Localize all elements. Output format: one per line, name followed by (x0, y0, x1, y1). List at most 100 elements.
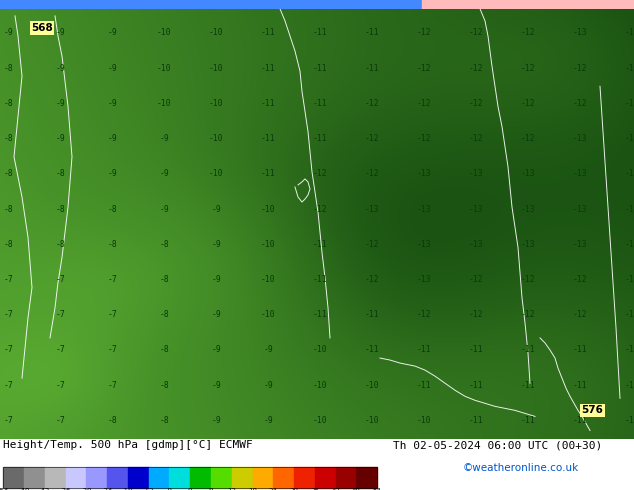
Text: -10: -10 (313, 381, 327, 390)
Text: -8: -8 (55, 170, 65, 178)
Text: -11: -11 (313, 134, 327, 143)
Text: -13: -13 (624, 64, 634, 73)
Text: -11: -11 (261, 28, 275, 37)
Text: -9: -9 (55, 64, 65, 73)
Text: -13: -13 (573, 170, 587, 178)
Text: -13: -13 (469, 170, 483, 178)
Text: -13: -13 (624, 205, 634, 214)
Text: 48: 48 (352, 489, 361, 490)
Text: -9: -9 (211, 275, 221, 284)
Text: -13: -13 (521, 170, 535, 178)
Text: -8: -8 (159, 275, 169, 284)
Text: -7: -7 (3, 310, 13, 319)
Text: -9: -9 (159, 205, 169, 214)
Text: -11: -11 (521, 381, 535, 390)
Text: -9: -9 (55, 28, 65, 37)
Bar (335, 467, 356, 488)
Bar (45, 467, 65, 488)
Text: -9: -9 (3, 28, 13, 37)
Text: -11: -11 (313, 275, 327, 284)
Text: -13: -13 (365, 205, 379, 214)
Text: -48: -48 (18, 489, 30, 490)
Bar (3, 467, 377, 488)
Text: -8: -8 (107, 205, 117, 214)
Text: -8: -8 (166, 489, 173, 490)
Text: 54: 54 (373, 489, 382, 490)
Bar (273, 467, 294, 488)
Bar (86, 467, 107, 488)
Text: -11: -11 (469, 381, 483, 390)
Text: -13: -13 (573, 134, 587, 143)
Text: -8: -8 (3, 170, 13, 178)
Text: -9: -9 (211, 205, 221, 214)
Bar (252, 467, 273, 488)
Text: -11: -11 (261, 99, 275, 108)
Text: -7: -7 (3, 381, 13, 390)
Text: -10: -10 (261, 205, 275, 214)
Text: -12: -12 (521, 310, 535, 319)
Text: -7: -7 (107, 345, 117, 354)
Text: -12: -12 (365, 134, 379, 143)
Text: -11: -11 (417, 345, 431, 354)
Text: -8: -8 (3, 134, 13, 143)
Text: -8: -8 (107, 416, 117, 425)
Text: -11: -11 (313, 240, 327, 249)
Bar (148, 467, 169, 488)
Text: -7: -7 (3, 275, 13, 284)
Text: -12: -12 (624, 381, 634, 390)
Text: -9: -9 (211, 240, 221, 249)
Text: -13: -13 (469, 205, 483, 214)
Text: -13: -13 (521, 205, 535, 214)
Text: -10: -10 (157, 64, 171, 73)
Bar (0, 0, 422, 9)
Text: -7: -7 (55, 310, 65, 319)
Bar (211, 467, 232, 488)
Text: -10: -10 (209, 64, 223, 73)
Text: -9: -9 (211, 381, 221, 390)
Text: -18: -18 (122, 489, 134, 490)
Text: -9: -9 (159, 134, 169, 143)
Text: 18: 18 (248, 489, 257, 490)
Bar (422, 0, 634, 9)
Text: 24: 24 (269, 489, 278, 490)
Text: -11: -11 (313, 64, 327, 73)
Text: -12: -12 (417, 310, 431, 319)
Text: -13: -13 (573, 28, 587, 37)
Text: -30: -30 (81, 489, 92, 490)
Text: -12: -12 (417, 28, 431, 37)
Text: -13: -13 (624, 275, 634, 284)
Text: -13: -13 (573, 205, 587, 214)
Text: -8: -8 (55, 240, 65, 249)
Text: -11: -11 (417, 381, 431, 390)
Text: -8: -8 (159, 381, 169, 390)
Text: 30: 30 (290, 489, 299, 490)
Bar (169, 467, 190, 488)
Text: -54: -54 (0, 489, 9, 490)
Text: -12: -12 (521, 28, 535, 37)
Text: -8: -8 (3, 240, 13, 249)
Text: -13: -13 (624, 99, 634, 108)
Text: -11: -11 (261, 64, 275, 73)
Text: -10: -10 (261, 310, 275, 319)
Text: -12: -12 (469, 310, 483, 319)
Text: -12: -12 (469, 134, 483, 143)
Text: -9: -9 (211, 310, 221, 319)
Text: -12: -12 (469, 275, 483, 284)
Text: -12: -12 (624, 345, 634, 354)
Text: -7: -7 (107, 275, 117, 284)
Text: -10: -10 (365, 381, 379, 390)
Text: -8: -8 (55, 205, 65, 214)
Text: -10: -10 (209, 99, 223, 108)
Text: -12: -12 (573, 64, 587, 73)
Text: -13: -13 (417, 205, 431, 214)
Text: -10: -10 (261, 240, 275, 249)
Text: -7: -7 (3, 345, 13, 354)
Text: 42: 42 (332, 489, 340, 490)
Text: -13: -13 (417, 275, 431, 284)
Text: -8: -8 (159, 416, 169, 425)
Text: -11: -11 (521, 416, 535, 425)
Text: -7: -7 (55, 345, 65, 354)
Text: -11: -11 (365, 345, 379, 354)
Text: -12: -12 (365, 240, 379, 249)
Text: -11: -11 (313, 310, 327, 319)
